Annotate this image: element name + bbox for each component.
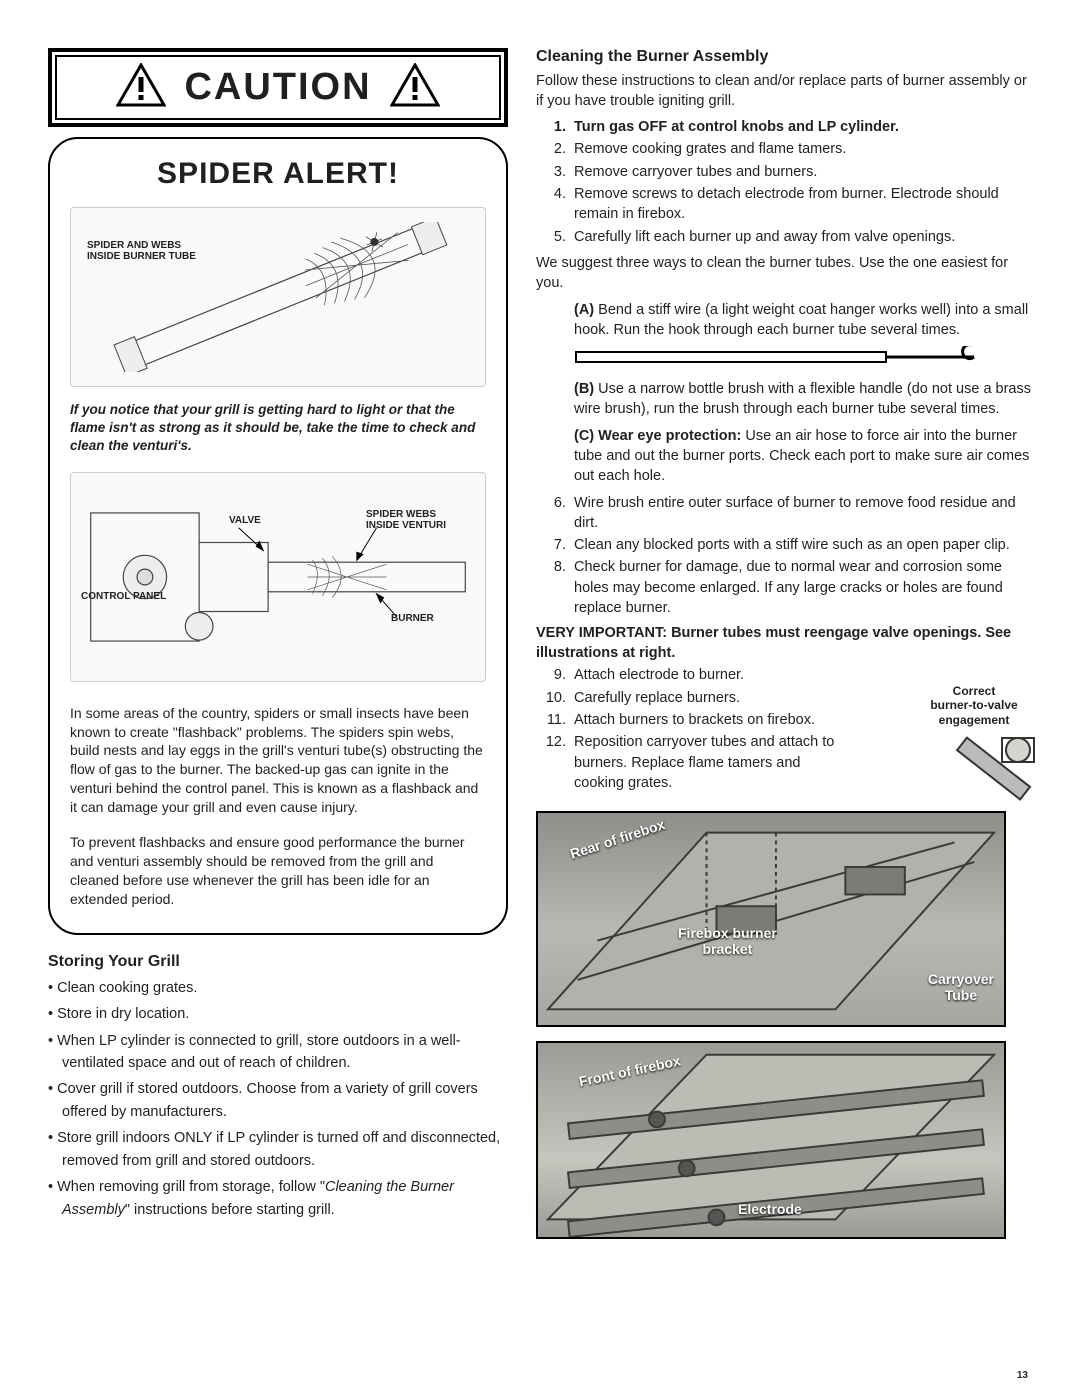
cleaning-steps-3: Attach electrode to burner. Carefully re…: [536, 665, 836, 793]
cleaning-steps-2: Wire brush entire outer surface of burne…: [536, 493, 1032, 619]
diag-label-control-panel: CONTROL PANEL: [81, 591, 166, 603]
step: Attach electrode to burner.: [570, 665, 836, 685]
diag-label-spider-webs: SPIDER WEBS INSIDE VENTURI: [366, 509, 446, 532]
firebox-bracket-label: Firebox burner bracket: [678, 925, 777, 957]
cleaning-heading: Cleaning the Burner Assembly: [536, 48, 1032, 66]
step: Remove carryover tubes and burners.: [570, 162, 1032, 182]
storing-item: Clean cooking grates.: [48, 977, 508, 999]
very-important-note: VERY IMPORTANT: Burner tubes must reenga…: [536, 624, 1032, 663]
spider-para-2: To prevent flashbacks and ensure good pe…: [70, 833, 486, 909]
storing-item: Cover grill if stored outdoors. Choose f…: [48, 1078, 508, 1123]
spider-alert-title: SPIDER ALERT!: [70, 157, 486, 191]
warning-icon-left: [116, 63, 166, 112]
storing-heading: Storing Your Grill: [48, 953, 508, 971]
right-column: Cleaning the Burner Assembly Follow thes…: [536, 48, 1032, 1239]
step: Carefully lift each burner up and away f…: [570, 227, 1032, 247]
step: Reposition carryover tubes and attach to…: [570, 732, 836, 793]
substep-text: Bend a stiff wire (a light weight coat h…: [574, 302, 1028, 338]
step: Clean any blocked ports with a stiff wir…: [570, 535, 1032, 555]
firebox-electrode-label: Electrode: [738, 1201, 802, 1217]
figure-firebox-front: Front of firebox Electrode: [536, 1041, 1006, 1239]
step: Carefully replace burners.: [570, 688, 836, 708]
storing-item: Store in dry location.: [48, 1003, 508, 1025]
cleaning-sublist: (A) Bend a stiff wire (a light weight co…: [536, 300, 1032, 341]
step: Remove cooking grates and flame tamers.: [570, 139, 1032, 159]
cleaning-lead: Follow these instructions to clean and/o…: [536, 72, 1032, 111]
substep-b: (B) Use a narrow bottle brush with a fle…: [570, 379, 1032, 420]
caution-label: CAUTION: [184, 66, 371, 109]
page-root: CAUTION SPIDER ALERT! SPIDER AND WEBS IN…: [48, 48, 1032, 1239]
cleaning-between: We suggest three ways to clean the burne…: [536, 253, 1032, 294]
figure-wire-hook: [536, 346, 1032, 373]
substep-bold: Wear eye protection:: [598, 428, 741, 444]
storing-item: When removing grill from storage, follow…: [48, 1176, 508, 1221]
substep-c: (C) Wear eye protection: Use an air hose…: [570, 426, 1032, 487]
step: Attach burners to brackets on firebox.: [570, 710, 836, 730]
step: Check burner for damage, due to normal w…: [570, 557, 1032, 618]
storing-list: Clean cooking grates. Store in dry locat…: [48, 977, 508, 1222]
caution-box: CAUTION: [48, 48, 508, 127]
storing-item: When LP cylinder is connected to grill, …: [48, 1030, 508, 1075]
firebox-carryover-label: Carryover Tube: [928, 971, 994, 1003]
figure-burner-tube: SPIDER AND WEBS INSIDE BURNER TUBE: [70, 207, 486, 387]
figure-tube-label: SPIDER AND WEBS INSIDE BURNER TUBE: [87, 240, 196, 262]
spider-alert-card: SPIDER ALERT! SPIDER AND WEBS INSIDE BUR…: [48, 137, 508, 935]
cleaning-steps-1: Turn gas OFF at control knobs and LP cyl…: [536, 117, 1032, 247]
figure-venturi-diagram: CONTROL PANEL VALVE SPIDER WEBS INSIDE V…: [70, 472, 486, 682]
page-number: 13: [1017, 1370, 1028, 1381]
substep-a: (A) Bend a stiff wire (a light weight co…: [570, 300, 1032, 341]
figure-firebox-rear: Rear of firebox Firebox burner bracket C…: [536, 811, 1006, 1027]
diag-label-valve: VALVE: [229, 515, 261, 527]
step: Turn gas OFF at control knobs and LP cyl…: [570, 117, 1032, 137]
storing-item: Store grill indoors ONLY if LP cylinder …: [48, 1127, 508, 1172]
substep-text: Use a narrow bottle brush with a flexibl…: [574, 381, 1031, 417]
left-column: CAUTION SPIDER ALERT! SPIDER AND WEBS IN…: [48, 48, 508, 1239]
spider-para-1: In some areas of the country, spiders or…: [70, 704, 486, 817]
substep-letter: (C): [574, 428, 594, 444]
step: Wire brush entire outer surface of burne…: [570, 493, 1032, 534]
caution-inner: CAUTION: [55, 55, 501, 120]
diag-label-burner: BURNER: [391, 613, 434, 625]
spider-caption: If you notice that your grill is getting…: [70, 401, 486, 456]
substep-letter: (A): [574, 302, 594, 318]
warning-icon-right: [390, 63, 440, 112]
cleaning-sublist-cont: (B) Use a narrow bottle brush with a fle…: [536, 379, 1032, 486]
step: Remove screws to detach electrode from b…: [570, 184, 1032, 225]
substep-letter: (B): [574, 381, 594, 397]
engagement-note: Correct burner-to-valve engagement: [904, 684, 1044, 727]
